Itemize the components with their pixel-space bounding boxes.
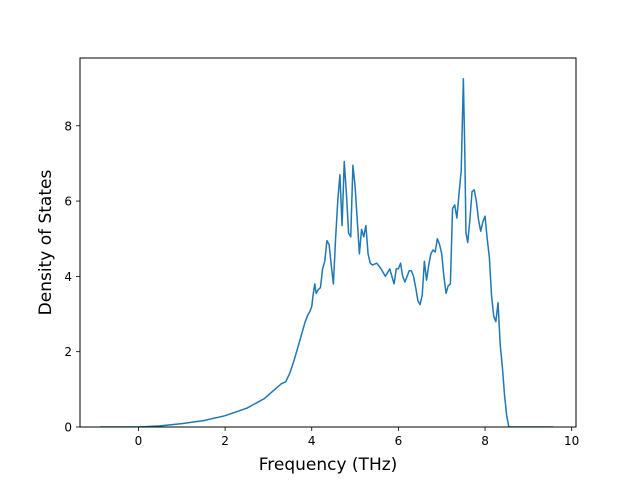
y-axis: 0 2 4 6 8 [64, 119, 80, 435]
y-tick-label: 8 [64, 119, 72, 133]
x-axis: 0 2 4 6 8 10 [135, 427, 579, 448]
x-tick-label: 2 [221, 434, 229, 448]
x-tick-label: 0 [135, 434, 143, 448]
y-tick-label: 4 [64, 270, 72, 284]
dos-series-line [100, 77, 553, 427]
x-axis-label: Frequency (THz) [259, 455, 398, 475]
axes-frame [79, 57, 577, 428]
plot-layer [100, 77, 553, 427]
y-tick-label: 0 [64, 421, 72, 435]
y-tick-label: 6 [64, 195, 72, 209]
y-axis-label: Density of States [36, 170, 56, 316]
x-tick-label: 4 [308, 434, 316, 448]
y-tick-label: 2 [64, 345, 72, 359]
x-tick-label: 10 [564, 434, 579, 448]
x-tick-label: 8 [481, 434, 489, 448]
x-tick-label: 6 [395, 434, 403, 448]
